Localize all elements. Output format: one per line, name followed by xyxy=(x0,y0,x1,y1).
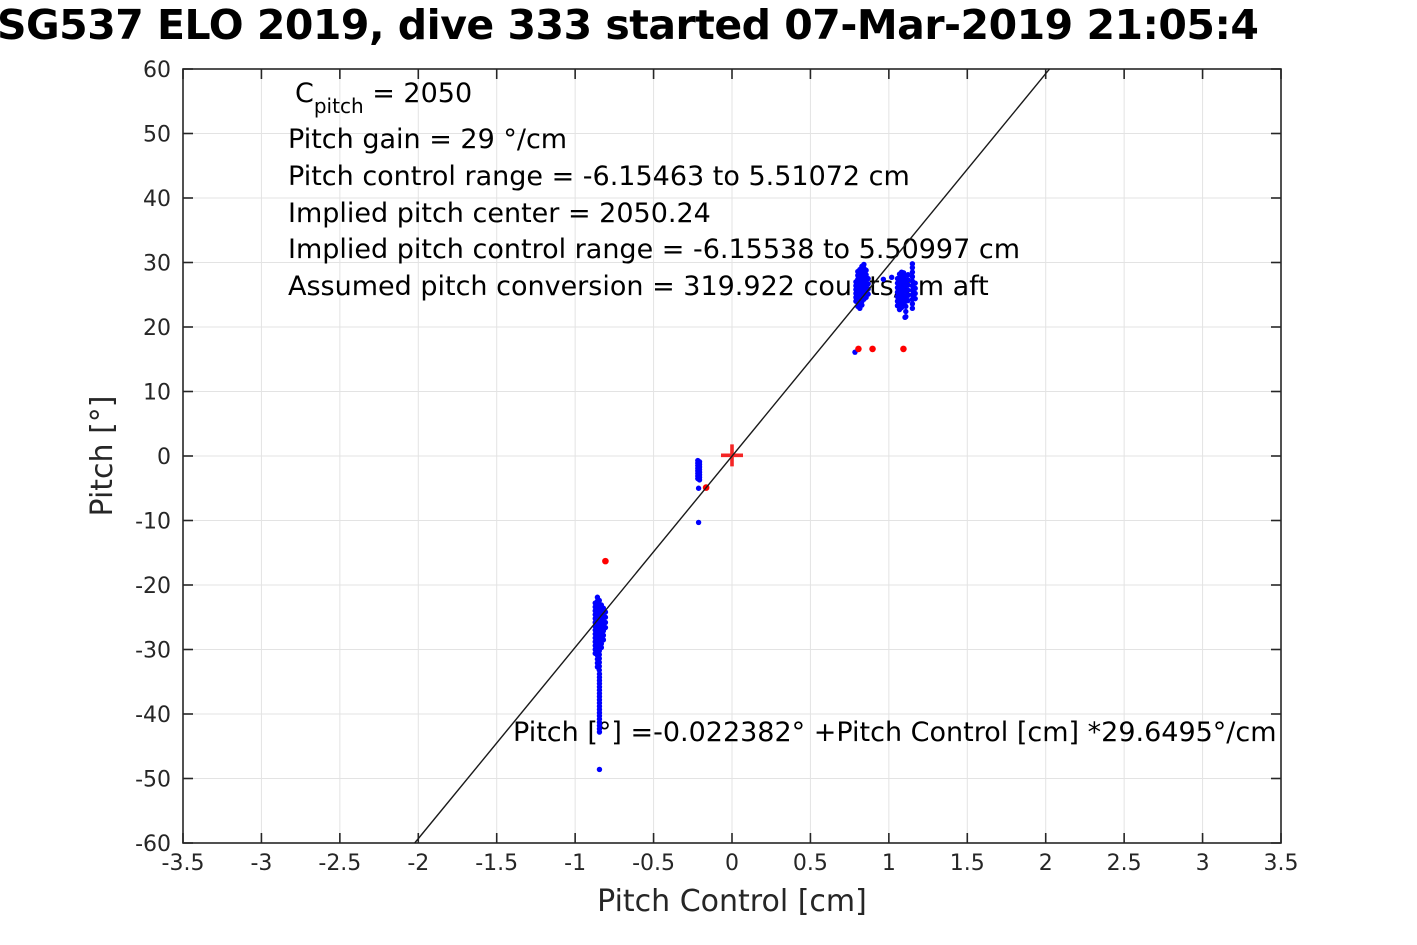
flagged-pitch-point xyxy=(855,345,862,353)
x-tick-label: 1 xyxy=(882,851,896,876)
observed-pitch-point xyxy=(596,766,603,773)
observed-pitch-point xyxy=(909,261,916,267)
flagged-pitch-point xyxy=(869,345,876,353)
fit-equation-label: Pitch [°] =-0.022382° +Pitch Control [cm… xyxy=(513,717,1277,748)
flagged-pitch-point xyxy=(900,345,907,353)
annotation-assumed-pitch-conversion: Assumed pitch conversion = 319.922 count… xyxy=(288,271,989,302)
x-tick-label: -1.5 xyxy=(475,851,518,876)
observed-pitch-point xyxy=(909,305,916,311)
x-tick-label: -3 xyxy=(250,851,272,876)
flagged-pitch-point xyxy=(602,557,609,565)
observed-pitch-point xyxy=(596,663,602,669)
observed-pitch-point xyxy=(695,485,702,491)
observed-pitch-point xyxy=(600,637,607,643)
observed-pitch-point xyxy=(602,619,609,626)
annotation-implied-pitch-center: Implied pitch center = 2050.24 xyxy=(288,198,711,229)
observed-pitch-point xyxy=(596,667,602,673)
observed-pitch-point xyxy=(903,303,909,310)
observed-pitch-point xyxy=(909,269,916,275)
c-pitch-value: = 2050 xyxy=(364,78,473,109)
x-tick-label: 3 xyxy=(1196,851,1210,876)
x-tick-label: 0 xyxy=(725,851,739,876)
observed-pitch-point xyxy=(859,302,865,308)
x-tick-label: -1 xyxy=(564,851,586,876)
y-tick-label: -30 xyxy=(135,639,171,664)
observed-pitch-point xyxy=(696,477,703,483)
x-tick-label: 3.5 xyxy=(1264,851,1299,876)
observed-pitch-point xyxy=(903,308,909,315)
annotation-c-pitch: Cpitch = 2050 xyxy=(295,78,472,118)
observed-pitch-point xyxy=(905,272,911,278)
y-tick-label: -50 xyxy=(135,768,171,793)
observed-pitch-point xyxy=(596,729,603,735)
x-tick-label: -3.5 xyxy=(162,851,205,876)
y-tick-label: 30 xyxy=(143,252,171,277)
observed-pitch-point xyxy=(909,301,916,307)
y-tick-label: 20 xyxy=(143,316,171,341)
x-tick-label: 2.5 xyxy=(1107,851,1142,876)
observed-pitch-point xyxy=(863,267,869,273)
y-tick-label: 40 xyxy=(143,187,171,212)
c-pitch-base: C xyxy=(295,78,314,109)
observed-pitch-point xyxy=(905,287,911,293)
y-tick-label: 60 xyxy=(143,58,171,83)
observed-pitch-point xyxy=(600,632,607,639)
observed-pitch-point xyxy=(602,614,609,620)
fit-line xyxy=(414,68,1051,844)
tick-label-layer: -3.5 -3 -2.5 -2 -1.5 -1 -0.5 0 0.5 1 1.5 2 2.5 3 3.5 -6… xyxy=(135,58,1298,876)
x-tick-label: 2 xyxy=(1039,851,1053,876)
observed-pitch-point xyxy=(909,273,916,280)
observed-pitch-point xyxy=(912,280,918,286)
annotation-pitch-control-range: Pitch control range = -6.15463 to 5.5107… xyxy=(288,161,910,192)
c-pitch-subscript: pitch xyxy=(314,94,364,118)
y-axis-label: Pitch [°] xyxy=(85,396,120,517)
observed-pitch-point xyxy=(865,281,871,287)
y-tick-label: -20 xyxy=(135,574,171,599)
y-tick-label: -10 xyxy=(135,510,171,535)
figure-title: SG537 ELO 2019, dive 333 started 07-Mar-… xyxy=(0,1,1259,49)
observed-pitch-point xyxy=(905,277,911,283)
x-tick-label: 1.5 xyxy=(950,851,985,876)
x-tick-label: -2.5 xyxy=(318,851,361,876)
observed-pitch-point xyxy=(602,609,609,615)
observed-pitch-point xyxy=(865,275,871,282)
observed-pitch-point xyxy=(912,295,918,302)
observed-pitch-point xyxy=(909,264,916,271)
fit-line-layer xyxy=(414,68,1051,844)
observed-pitch-point xyxy=(596,655,602,662)
axis-label-layer: Pitch Control [cm] Pitch [°] xyxy=(85,396,867,919)
observed-pitch-point xyxy=(596,597,602,604)
observed-pitch-point xyxy=(602,624,609,631)
observed-pitch-point xyxy=(861,261,867,268)
observed-pitch-point xyxy=(912,285,918,291)
y-tick-label: -40 xyxy=(135,703,171,728)
x-tick-label: 0.5 xyxy=(793,851,828,876)
annotation-implied-pitch-control-range: Implied pitch control range = -6.15538 t… xyxy=(288,234,1020,265)
observed-pitch-point xyxy=(598,644,605,651)
x-axis-label: Pitch Control [cm] xyxy=(597,884,867,919)
y-tick-label: 50 xyxy=(143,123,171,148)
annotation-layer: Cpitch = 2050 Pitch gain = 29 °/cm Pitch… xyxy=(288,78,1277,748)
observed-pitch-point xyxy=(596,659,602,666)
observed-pitch-point xyxy=(888,274,895,281)
x-tick-label: -0.5 xyxy=(632,851,675,876)
observed-pitch-point xyxy=(880,276,887,282)
observed-pitch-point xyxy=(902,314,908,321)
observed-pitch-point xyxy=(905,292,911,299)
y-tick-label: -60 xyxy=(135,832,171,857)
observed-pitch-point xyxy=(905,297,911,304)
y-tick-label: 10 xyxy=(143,381,171,406)
observed-pitch-point xyxy=(695,519,702,526)
annotation-pitch-gain: Pitch gain = 29 °/cm xyxy=(288,124,567,155)
scatter-points-layer xyxy=(592,261,918,773)
observed-pitch-point xyxy=(912,290,918,297)
observed-pitch-point xyxy=(905,282,911,288)
observed-pitch-point xyxy=(596,651,602,658)
x-tick-label: -2 xyxy=(407,851,429,876)
y-tick-label: 0 xyxy=(157,445,171,470)
